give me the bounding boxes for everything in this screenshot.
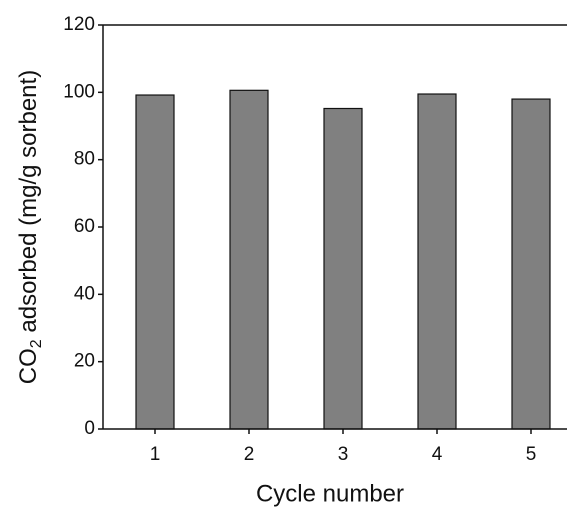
y-tick-label: 60 — [74, 216, 95, 237]
bar — [135, 94, 175, 430]
y-tick-label: 0 — [84, 418, 95, 439]
y-axis-title-subscript: 2 — [28, 339, 45, 348]
y-axis-title-part: CO — [15, 348, 42, 384]
x-tick-label: 2 — [244, 444, 255, 465]
x-tick-label: 1 — [150, 444, 161, 465]
x-tick-label: 3 — [338, 444, 349, 465]
y-tick-label: 80 — [74, 149, 95, 170]
bar — [323, 107, 363, 430]
x-axis-title: Cycle number — [256, 480, 404, 507]
x-tick-label: 4 — [432, 444, 443, 465]
bar — [511, 98, 551, 430]
y-tick-label: 40 — [74, 283, 95, 304]
y-axis-title: CO2 adsorbed (mg/g sorbent) — [15, 70, 45, 384]
y-tick-label: 120 — [63, 14, 95, 35]
y-axis-title-part: adsorbed (mg/g sorbent) — [15, 70, 42, 339]
bar — [417, 93, 457, 430]
y-tick-label: 20 — [74, 351, 95, 372]
x-tick-label: 5 — [526, 444, 537, 465]
y-tick-label: 100 — [63, 81, 95, 102]
bar — [229, 89, 269, 430]
